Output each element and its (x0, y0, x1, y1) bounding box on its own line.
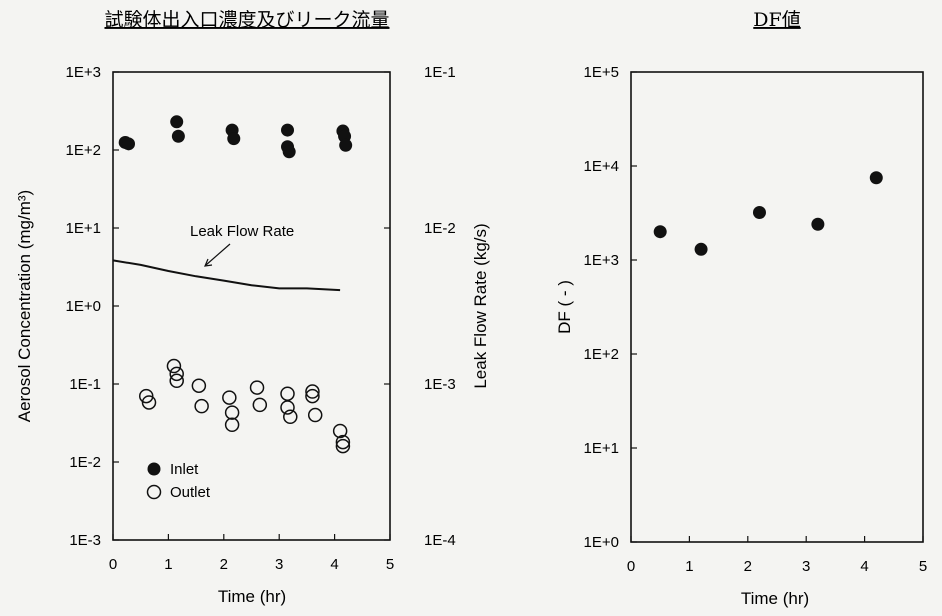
leak-flow-rate-line (112, 259, 341, 292)
df-y-tick-label: 1E+4 (584, 158, 619, 175)
inlet-point (282, 145, 296, 159)
df-chart: DF値 0 1 2 3 4 5 1E+0 1E+1 1E+2 1E+3 1E+4 1E+5 Time… (555, 9, 927, 608)
df-point (869, 171, 883, 185)
outlet-point (222, 390, 237, 405)
legend-outlet-marker (146, 484, 162, 500)
concentration-y-axis-label: Aerosol Concentration (mg/m³) (15, 190, 34, 422)
inlet-point (171, 129, 185, 143)
legend-inlet-marker (147, 462, 161, 476)
df-y-tick-label: 1E+5 (584, 64, 619, 81)
df-point (811, 217, 825, 231)
x-tick-label: 0 (109, 556, 117, 573)
y-tick-label: 1E-1 (69, 376, 101, 393)
y-tick-label: 1E-2 (69, 454, 101, 471)
y2-tick-label: 1E-2 (424, 220, 456, 237)
df-y-tick-label: 1E+1 (584, 440, 619, 457)
inlet-point (339, 138, 353, 152)
outlet-point (335, 434, 351, 450)
y-tick-label: 1E-3 (69, 532, 101, 549)
y-tick-label: 1E+0 (66, 298, 101, 315)
df-point (653, 225, 667, 239)
df-x-tick-label: 3 (802, 558, 810, 575)
outlet-point (283, 409, 298, 425)
outlet-point (305, 384, 320, 399)
outlet-point (141, 395, 157, 410)
df-x-axis: 0 1 2 3 4 5 (627, 536, 927, 575)
outlet-point (249, 380, 265, 395)
df-x-axis-label: Time (hr) (741, 589, 809, 608)
df-point (752, 206, 766, 220)
y-tick-label: 1E+2 (66, 142, 101, 159)
outlet-point (169, 366, 184, 382)
x-tick-label: 2 (220, 556, 228, 573)
df-x-tick-label: 5 (919, 558, 927, 575)
outlet-point (252, 397, 268, 413)
left-y-axis: 1E-3 1E-2 1E-1 1E+0 1E+1 1E+2 1E+3 (66, 64, 119, 549)
df-series (653, 171, 883, 256)
x-tick-label: 3 (275, 556, 283, 573)
y2-tick-label: 1E-4 (424, 532, 456, 549)
outlet-point (305, 388, 320, 404)
leak-flow-rate-annotation: Leak Flow Rate (190, 223, 294, 240)
outlet-point (138, 388, 154, 404)
x-tick-label: 1 (164, 556, 172, 573)
x-tick-label: 5 (386, 556, 394, 573)
leak-flow-rate-arrow (204, 243, 231, 267)
df-y-tick-label: 1E+3 (584, 252, 619, 269)
df-x-tick-label: 0 (627, 558, 635, 575)
legend-outlet-label: Outlet (170, 484, 211, 501)
outlet-point (307, 407, 323, 423)
y2-tick-label: 1E-3 (424, 376, 456, 393)
outlet-point (166, 358, 182, 374)
inlet-point (281, 123, 295, 137)
df-point (694, 242, 708, 256)
outlet-point (169, 373, 184, 389)
outlet-point (194, 398, 209, 414)
legend: Inlet Outlet (146, 461, 211, 501)
df-x-tick-label: 4 (860, 558, 868, 575)
outlet-point (224, 417, 240, 433)
df-y-axis-label: DF ( - ) (555, 280, 574, 334)
outlet-point (280, 400, 295, 415)
inlet-series (118, 115, 353, 159)
x-axis: 0 1 2 3 4 5 (109, 534, 394, 573)
outlet-point (332, 423, 348, 439)
outlet-point (280, 386, 295, 401)
outlet-point (191, 378, 207, 393)
outlet-point (335, 438, 351, 454)
legend-inlet-label: Inlet (170, 461, 199, 478)
df-y-tick-label: 1E+2 (584, 346, 619, 363)
concentration-x-axis-label: Time (hr) (218, 587, 286, 606)
concentration-chart-title: 試験体出入口濃度及びリーク流量 (104, 9, 389, 31)
inlet-point (122, 137, 136, 151)
inlet-point (170, 115, 184, 129)
df-y-axis: 1E+0 1E+1 1E+2 1E+3 1E+4 1E+5 (584, 64, 637, 551)
df-y-tick-label: 1E+0 (584, 534, 619, 551)
right-y-axis: 1E-4 1E-3 1E-2 1E-1 (384, 64, 456, 549)
x-tick-label: 4 (330, 556, 338, 573)
outlet-point (224, 405, 240, 420)
y-tick-label: 1E+3 (66, 64, 101, 81)
leak-flow-y-axis-label: Leak Flow Rate (kg/s) (471, 223, 490, 388)
df-chart-title: DF値 (753, 9, 800, 31)
outlet-series (138, 358, 351, 454)
y-tick-label: 1E+1 (66, 220, 101, 237)
df-x-tick-label: 2 (744, 558, 752, 575)
df-x-tick-label: 1 (685, 558, 693, 575)
df-plot-frame (630, 71, 924, 543)
inlet-point (227, 132, 241, 146)
y2-tick-label: 1E-1 (424, 64, 456, 81)
